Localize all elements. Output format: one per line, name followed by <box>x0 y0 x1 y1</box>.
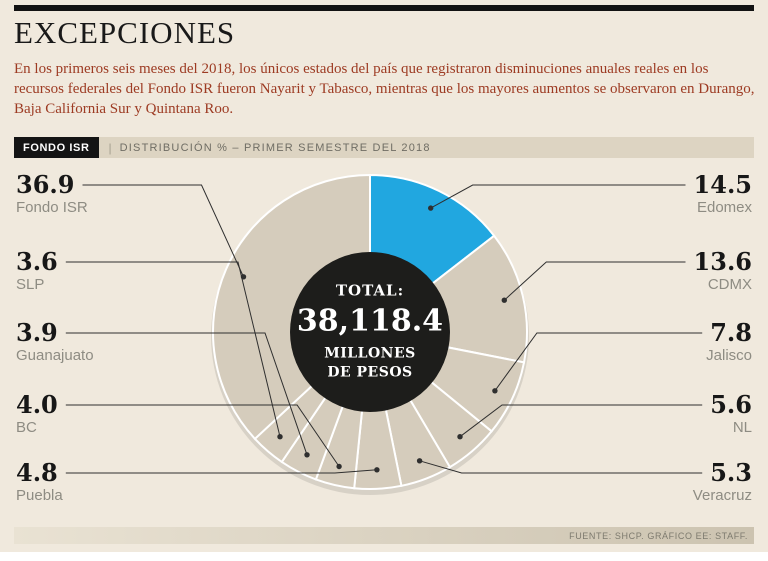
chart-header-strip: FONDO ISR | DISTRIBUCIÓN % – PRIMER SEME… <box>14 137 754 158</box>
leader-dot-slp <box>277 434 283 440</box>
top-rule <box>14 5 754 11</box>
leader-lines <box>65 184 703 474</box>
leader-dot-puebla <box>374 467 380 473</box>
leader-dot-guanajuato <box>304 452 310 458</box>
total-value: 38,118.4 <box>296 303 444 339</box>
tag-separator: | <box>108 140 112 155</box>
total-unit-line2: DE PESOS <box>327 364 413 381</box>
leader-line-slp <box>65 261 281 437</box>
chart-center-total: TOTAL: 38,118.4 MILLONES DE PESOS <box>285 282 455 383</box>
chart-tag: FONDO ISR <box>14 137 99 158</box>
leader-dot-edomex <box>428 205 434 211</box>
leader-line-nl <box>459 404 703 438</box>
source-strip: FUENTE: SHCP. GRÁFICO EE: STAFF. <box>14 527 754 544</box>
chart-subtitle: DISTRIBUCIÓN % – PRIMER SEMESTRE DEL 201… <box>119 141 431 154</box>
leader-line-fondo-isr <box>82 184 244 278</box>
bottom-margin <box>0 552 768 561</box>
leader-dot-cdmx <box>501 297 507 303</box>
page-title: EXCEPCIONES <box>14 15 236 50</box>
intro-text: En los primeros seis meses del 2018, los… <box>14 61 755 117</box>
source-text: FUENTE: SHCP. GRÁFICO EE: STAFF. <box>569 530 748 541</box>
leader-line-guanajuato <box>65 332 308 455</box>
leader-dot-jalisco <box>492 388 498 394</box>
total-unit-line1: MILLONES <box>324 345 416 362</box>
total-label: TOTAL: <box>335 281 405 300</box>
leader-dot-nl <box>457 434 463 440</box>
donut-center <box>290 252 450 412</box>
leader-line-puebla <box>65 469 377 474</box>
leader-dot-fondo-isr <box>240 274 247 280</box>
leader-line-bc <box>65 404 340 467</box>
leader-line-cdmx <box>503 261 686 301</box>
leader-dot-veracruz <box>416 458 423 464</box>
leader-line-edomex <box>430 184 686 209</box>
leader-line-jalisco <box>494 332 703 392</box>
pie-slice-fondo-isr <box>212 173 371 441</box>
leader-line-veracruz <box>419 460 703 474</box>
leader-dot-bc <box>336 463 342 470</box>
